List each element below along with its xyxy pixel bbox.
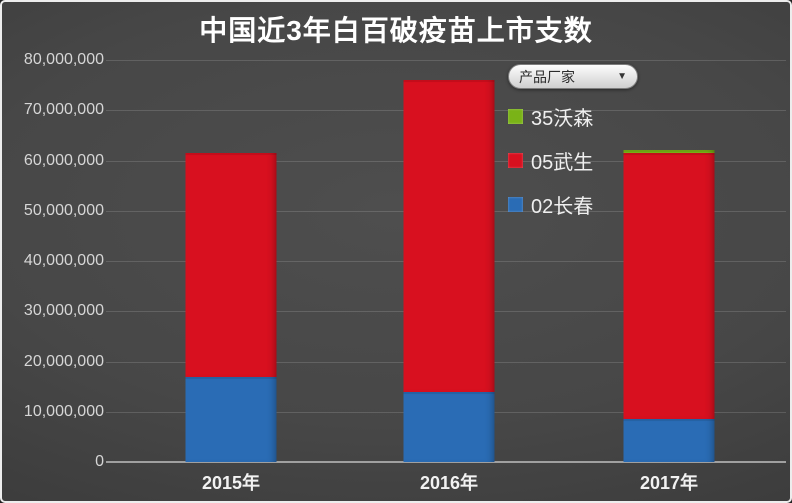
bar-segment-02长春 xyxy=(403,391,495,462)
chart-title: 中国近3年白百破疫苗上市支数 xyxy=(199,15,593,46)
legend-item: 02长春 xyxy=(508,190,668,219)
bar-segment-05武生 xyxy=(623,152,715,420)
legend-filter-label: 产品厂家 xyxy=(519,68,575,85)
y-axis-tick-label: 60,000,000 xyxy=(23,151,104,169)
y-axis-tick-label: 30,000,000 xyxy=(23,302,104,320)
y-axis-tick-label: 0 xyxy=(95,453,104,470)
bar-segment-05武生 xyxy=(403,80,495,392)
y-axis-tick-label: 50,000,000 xyxy=(23,201,104,219)
bar-segment-05武生 xyxy=(185,152,277,377)
legend-item: 05武生 xyxy=(508,146,668,175)
legend-item: 35沃森 xyxy=(508,102,668,131)
bar-segment-02长春 xyxy=(623,419,715,462)
y-axis-tick-label: 80,000,000 xyxy=(23,51,104,68)
legend: 产品厂家 ▼ 35沃森 05武生 02长春 xyxy=(508,64,668,219)
legend-item-label: 35沃森 xyxy=(531,108,594,130)
y-axis: 0 10,000,000 20,000,000 30,000,000 40,000,00… xyxy=(2,51,104,470)
y-axis-tick-label: 20,000,000 xyxy=(23,352,104,370)
legend-items: 35沃森 05武生 02长春 xyxy=(508,102,668,219)
x-axis-line xyxy=(106,461,786,463)
legend-item-label: 05武生 xyxy=(531,152,594,174)
y-axis-tick-label: 10,000,000 xyxy=(23,402,104,420)
bar-group-2016年 xyxy=(403,80,495,462)
x-axis-label: 2017年 xyxy=(639,473,699,493)
gridline xyxy=(106,60,786,61)
bar-group-2017年 xyxy=(623,150,715,462)
x-axis-label: 2016年 xyxy=(419,473,479,493)
legend-filter-dropdown[interactable]: 产品厂家 ▼ xyxy=(508,64,638,89)
legend-swatch-icon xyxy=(508,153,523,168)
bar-group-2015年 xyxy=(185,152,277,462)
legend-swatch-icon xyxy=(508,109,523,124)
y-axis-tick-label: 70,000,000 xyxy=(23,101,104,119)
x-axis-label: 2015年 xyxy=(201,473,261,493)
x-axis: 2015年 2016年 2017年 xyxy=(114,469,786,497)
plot-area xyxy=(106,60,786,463)
bar-segment-02长春 xyxy=(185,376,277,462)
y-axis-tick-label: 40,000,000 xyxy=(23,252,104,269)
dropdown-arrow-icon: ▼ xyxy=(617,70,627,82)
legend-swatch-icon xyxy=(508,197,523,212)
legend-item-label: 02长春 xyxy=(531,196,594,218)
bar-segment-35沃森 xyxy=(623,150,715,153)
